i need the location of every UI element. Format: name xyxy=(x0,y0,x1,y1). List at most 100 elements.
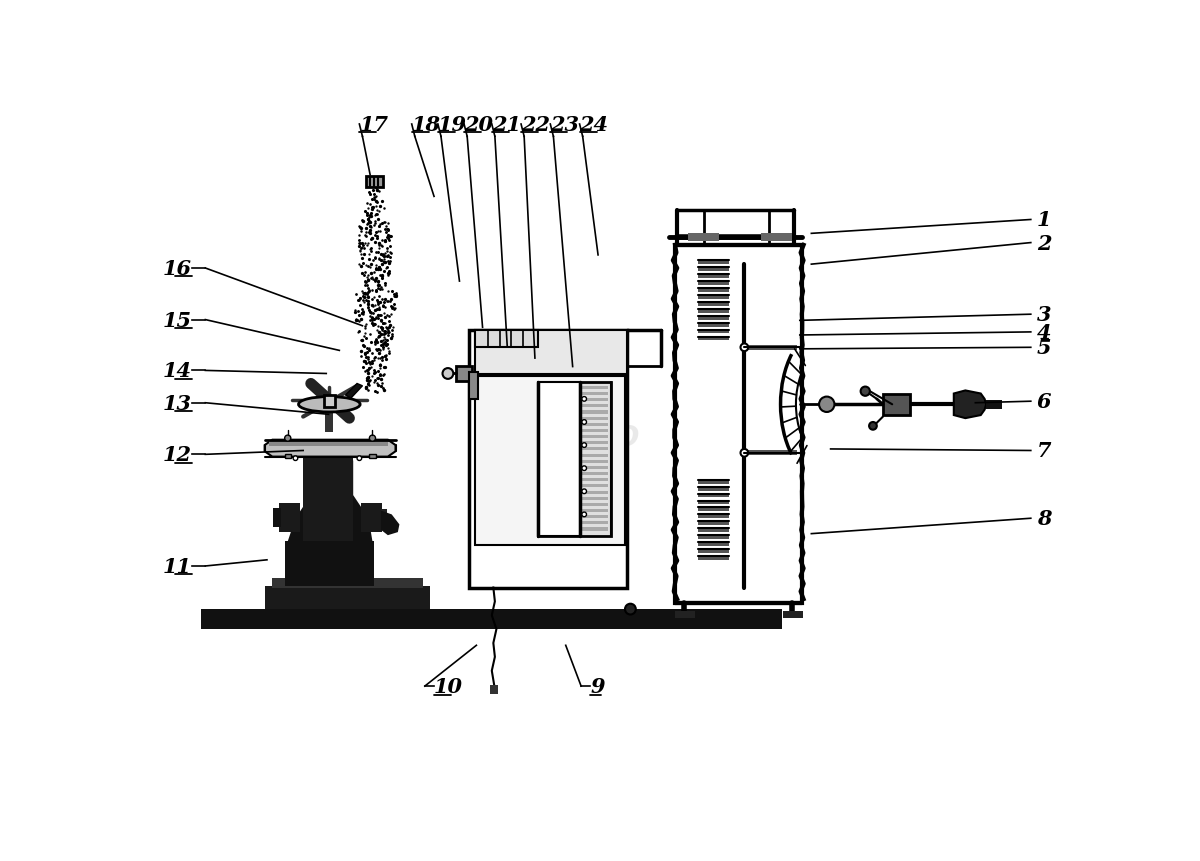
Bar xyxy=(698,316,728,320)
Bar xyxy=(581,405,608,408)
Text: 16: 16 xyxy=(162,258,192,279)
Circle shape xyxy=(582,489,587,494)
Bar xyxy=(581,522,608,525)
Bar xyxy=(538,382,581,536)
Bar xyxy=(469,373,478,400)
Bar xyxy=(581,467,608,469)
Text: PERIODO
SANITA: PERIODO SANITA xyxy=(498,423,640,483)
Bar xyxy=(698,542,728,547)
Polygon shape xyxy=(954,391,986,418)
Bar xyxy=(581,485,608,488)
Text: 20: 20 xyxy=(464,115,493,135)
Bar xyxy=(698,275,728,279)
Bar xyxy=(581,479,608,481)
Text: 22: 22 xyxy=(521,115,550,135)
Circle shape xyxy=(625,604,636,615)
Bar xyxy=(581,460,608,463)
Bar xyxy=(698,295,728,300)
Bar xyxy=(581,417,608,420)
Bar xyxy=(278,504,300,532)
Text: 2: 2 xyxy=(1037,233,1051,253)
Bar xyxy=(698,323,728,327)
Bar xyxy=(304,453,353,542)
Bar xyxy=(284,454,290,459)
Bar xyxy=(581,528,608,531)
Text: 15: 15 xyxy=(162,310,192,331)
Bar xyxy=(200,610,782,629)
Bar xyxy=(265,586,431,610)
Bar xyxy=(748,451,798,455)
Circle shape xyxy=(293,456,298,461)
Text: 14: 14 xyxy=(162,361,192,381)
Text: 8: 8 xyxy=(1037,509,1051,529)
Text: 13: 13 xyxy=(162,393,192,413)
Bar xyxy=(761,234,792,242)
Circle shape xyxy=(582,420,587,424)
Text: 12: 12 xyxy=(162,445,192,465)
Text: 6: 6 xyxy=(1037,392,1051,412)
Text: 7: 7 xyxy=(1037,441,1051,461)
Text: 10: 10 xyxy=(434,676,463,697)
Text: 23: 23 xyxy=(551,115,580,135)
Ellipse shape xyxy=(318,398,341,406)
Bar xyxy=(748,345,798,350)
Bar xyxy=(269,440,388,446)
Circle shape xyxy=(358,456,361,461)
Bar xyxy=(698,288,728,293)
Bar xyxy=(676,611,695,618)
Circle shape xyxy=(443,369,454,380)
Bar xyxy=(475,331,626,375)
Bar xyxy=(581,393,608,395)
Bar xyxy=(456,366,472,381)
Bar xyxy=(883,394,910,416)
Bar xyxy=(581,442,608,445)
Text: 4: 4 xyxy=(1037,323,1051,343)
Text: 3: 3 xyxy=(1037,305,1051,325)
Bar xyxy=(698,331,728,334)
Bar xyxy=(581,424,608,426)
Bar xyxy=(676,245,802,604)
Bar xyxy=(366,177,383,188)
Bar xyxy=(272,579,422,588)
Text: 18: 18 xyxy=(412,115,440,135)
Text: 17: 17 xyxy=(359,115,389,135)
Bar xyxy=(581,436,608,438)
Circle shape xyxy=(820,397,834,412)
Bar xyxy=(581,473,608,475)
Bar xyxy=(475,376,625,546)
Bar xyxy=(581,387,608,389)
Text: 19: 19 xyxy=(438,115,467,135)
Circle shape xyxy=(582,443,587,448)
Bar xyxy=(698,536,728,539)
Bar xyxy=(698,302,728,307)
Bar xyxy=(688,234,719,242)
Bar xyxy=(274,509,281,528)
Circle shape xyxy=(582,467,587,471)
Circle shape xyxy=(740,449,749,457)
Text: 5: 5 xyxy=(1037,338,1051,358)
Bar xyxy=(325,403,334,432)
Polygon shape xyxy=(380,511,400,536)
Bar xyxy=(581,399,608,402)
Bar xyxy=(698,494,728,498)
Circle shape xyxy=(370,436,376,442)
Bar xyxy=(698,282,728,286)
Bar xyxy=(320,400,338,407)
Text: 1: 1 xyxy=(1037,210,1051,230)
Bar xyxy=(698,480,728,484)
Bar xyxy=(581,510,608,512)
Ellipse shape xyxy=(299,397,360,412)
Bar xyxy=(581,454,608,457)
Bar xyxy=(475,331,538,348)
Bar xyxy=(698,309,728,313)
Polygon shape xyxy=(265,440,396,457)
Circle shape xyxy=(582,512,587,517)
Circle shape xyxy=(860,387,870,396)
Bar xyxy=(698,338,728,341)
Bar xyxy=(469,331,626,588)
Bar xyxy=(698,268,728,272)
Polygon shape xyxy=(288,461,372,588)
Bar xyxy=(286,542,374,586)
Bar xyxy=(782,611,803,618)
Bar xyxy=(581,516,608,518)
